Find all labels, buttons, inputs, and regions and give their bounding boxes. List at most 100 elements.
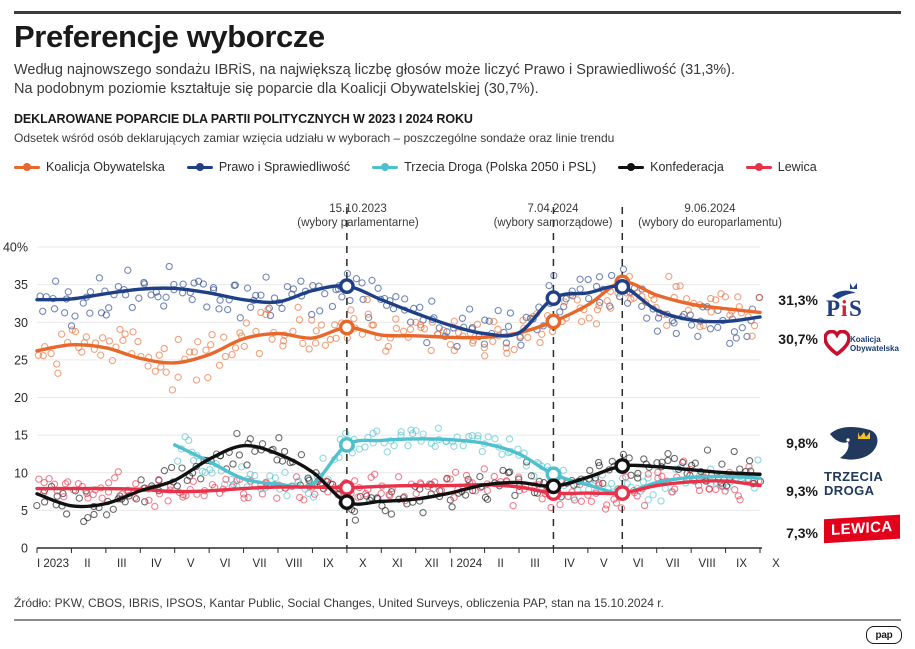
scatter-point <box>439 326 448 335</box>
scatter-point <box>594 458 603 467</box>
event-annotation-european: 9.06.2024 (wybory do europarlamentu) <box>610 202 810 230</box>
chart-subheading: DEKLAROWANE POPARCIE DLA PARTII POLITYCZ… <box>14 112 473 126</box>
scatter-point <box>350 507 359 516</box>
scatter-point <box>394 473 403 481</box>
scatter-point <box>538 330 546 338</box>
scatter-point <box>587 497 596 506</box>
scatter-point <box>246 303 255 311</box>
scatter-point <box>503 349 511 357</box>
scatter-point <box>374 284 382 292</box>
scatter-point <box>502 339 511 347</box>
scatter-point <box>208 469 216 477</box>
trend-line <box>35 284 762 338</box>
scatter-point <box>484 433 492 441</box>
scatter-point <box>585 294 593 303</box>
scatter-point <box>319 454 327 462</box>
scatter-point <box>505 435 514 443</box>
scatter-point <box>556 308 564 316</box>
scatter-point <box>111 474 119 482</box>
scatter-point <box>346 296 354 305</box>
scatter-point <box>712 296 720 304</box>
scatter-point <box>419 509 427 517</box>
trzecia-droga-logo <box>824 424 882 468</box>
scatter-point <box>717 290 725 298</box>
scatter-point <box>491 435 499 443</box>
scatter-point <box>321 290 329 298</box>
scatter-point <box>252 327 260 336</box>
scatter-point <box>109 505 117 513</box>
scatter-point <box>731 486 739 494</box>
scatter-point <box>308 310 316 319</box>
scatter-point <box>599 479 607 488</box>
scatter-point <box>124 266 132 274</box>
scatter-point <box>185 348 194 356</box>
scatter-point <box>434 424 443 432</box>
scatter-point <box>189 477 197 486</box>
scatter-point <box>706 325 715 333</box>
top-divider <box>14 11 901 14</box>
y-axis-tick-label: 0 <box>21 542 28 556</box>
scatter-point <box>450 346 458 355</box>
scatter-point <box>576 275 584 283</box>
scatter-point <box>595 302 603 310</box>
scatter-point <box>279 342 287 350</box>
scatter-point <box>607 304 615 312</box>
scatter-point <box>622 473 630 481</box>
scatter-point <box>80 517 88 526</box>
scatter-point <box>670 454 679 463</box>
scatter-point <box>160 344 168 353</box>
scatter-point <box>190 279 198 287</box>
scatter-point <box>401 295 409 303</box>
scatter-point <box>638 302 646 310</box>
scatter-point <box>480 465 488 473</box>
lead-line-1: Według najnowszego sondażu IBRiS, na naj… <box>14 62 736 78</box>
lewica-logo: LEWICA <box>824 514 900 544</box>
scatter-point <box>443 475 451 483</box>
x-axis-tick-label: IV <box>564 558 575 570</box>
scatter-point <box>75 494 83 502</box>
scatter-point <box>619 450 628 459</box>
scatter-point <box>309 282 317 290</box>
scatter-point <box>239 490 248 498</box>
scatter-point <box>480 344 488 352</box>
scatter-point <box>672 329 680 338</box>
election-data-marker <box>338 319 355 336</box>
scatter-point <box>684 306 692 314</box>
scatter-point <box>231 344 240 352</box>
scatter-point <box>220 333 228 341</box>
scatter-point <box>738 324 746 332</box>
scatter-point <box>653 327 662 335</box>
value-label-trzecia-droga: 9,3% <box>786 483 818 499</box>
value-label-konfederacja: 9,8% <box>786 435 818 451</box>
scatter-point <box>745 457 754 465</box>
scatter-point <box>625 454 633 462</box>
scatter-point <box>215 305 223 313</box>
scatter-point <box>354 493 362 501</box>
scatter-point <box>485 317 493 325</box>
scatter-point <box>155 351 163 359</box>
scatter-point <box>308 316 316 324</box>
election-data-marker <box>545 313 562 330</box>
value-label-lewica: 7,3% <box>786 525 818 541</box>
scatter-point <box>607 479 616 488</box>
scatter-point <box>299 339 307 348</box>
scatter-point <box>478 447 486 456</box>
scatter-point <box>536 338 544 347</box>
scatter-point <box>419 430 427 438</box>
poll-trend-chart: 0 5 10 15 20 25 30 35 40% I 2023 II III IV V VI VII VIII… <box>0 195 915 585</box>
legend-item-0: Koalicja Obywatelska <box>14 160 165 174</box>
scatter-point <box>105 337 114 345</box>
scatter-point <box>221 352 230 361</box>
scatter-point <box>465 305 474 313</box>
scatter-point <box>734 293 742 301</box>
scatter-point <box>584 275 592 284</box>
scatter-point <box>271 474 280 482</box>
scatter-point <box>294 477 303 485</box>
scatter-point <box>264 306 272 314</box>
ko-logo-line2: Obywatelska <box>850 343 899 353</box>
scatter-point <box>634 474 642 482</box>
scatter-point <box>168 386 177 394</box>
scatter-point <box>573 296 581 304</box>
scatter-point <box>527 472 536 480</box>
scatter-point <box>386 492 394 500</box>
